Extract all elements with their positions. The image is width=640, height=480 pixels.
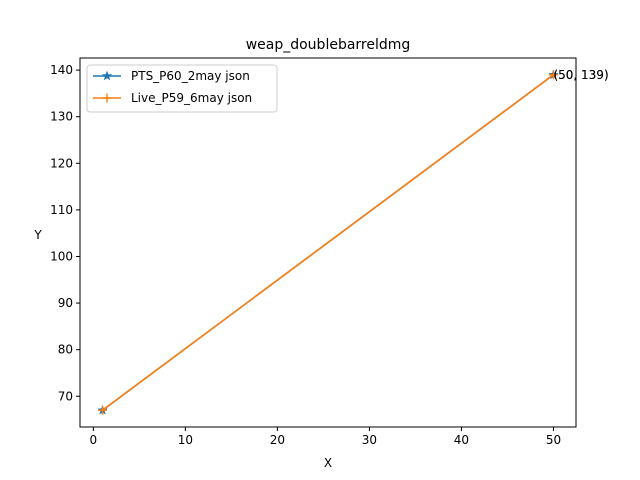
series-line bbox=[102, 74, 554, 411]
x-tick-label: 30 bbox=[362, 433, 377, 447]
x-tick-label: 50 bbox=[546, 433, 561, 447]
plot-frame bbox=[79, 57, 577, 428]
y-tick-label: 70 bbox=[58, 389, 73, 403]
legend-label: PTS_P60_2may json bbox=[131, 69, 250, 83]
x-axis-label: X bbox=[324, 456, 332, 470]
legend: PTS_P60_2may json Live_P59_6may json bbox=[86, 64, 278, 113]
legend-marker bbox=[102, 93, 112, 103]
point-annotation: (50, 139) bbox=[553, 68, 608, 82]
legend-box bbox=[86, 64, 278, 113]
point-annotation: (50, 139) bbox=[553, 68, 608, 82]
x-tick-label: 10 bbox=[178, 433, 193, 447]
legend-marker bbox=[101, 70, 113, 81]
y-tick-label: 90 bbox=[58, 296, 73, 310]
data-point bbox=[98, 405, 108, 415]
legend-label: Live_P59_6may json bbox=[131, 91, 252, 105]
x-tick-label: 0 bbox=[90, 433, 98, 447]
y-tick-label: 80 bbox=[58, 343, 73, 357]
y-tick-label: 110 bbox=[50, 203, 73, 217]
x-tick-label: 40 bbox=[454, 433, 469, 447]
x-axis: 0 10 20 30 40 50 bbox=[90, 427, 561, 447]
annotation-layer: (50, 139)(50, 139) bbox=[553, 68, 608, 82]
y-axis: 70 80 90 100 110 120 130 140 bbox=[50, 63, 80, 403]
data-point bbox=[548, 70, 558, 80]
x-tick-label: 20 bbox=[270, 433, 285, 447]
series-layer bbox=[97, 69, 559, 415]
y-axis-label: Y bbox=[33, 228, 42, 242]
y-tick-label: 140 bbox=[50, 63, 73, 77]
y-tick-label: 120 bbox=[50, 156, 73, 170]
chart-title: weap_doublebarreldmg bbox=[246, 37, 411, 53]
plot-area bbox=[79, 57, 577, 428]
series bbox=[98, 70, 558, 415]
y-tick-label: 100 bbox=[50, 249, 73, 263]
y-tick-label: 130 bbox=[50, 110, 73, 124]
